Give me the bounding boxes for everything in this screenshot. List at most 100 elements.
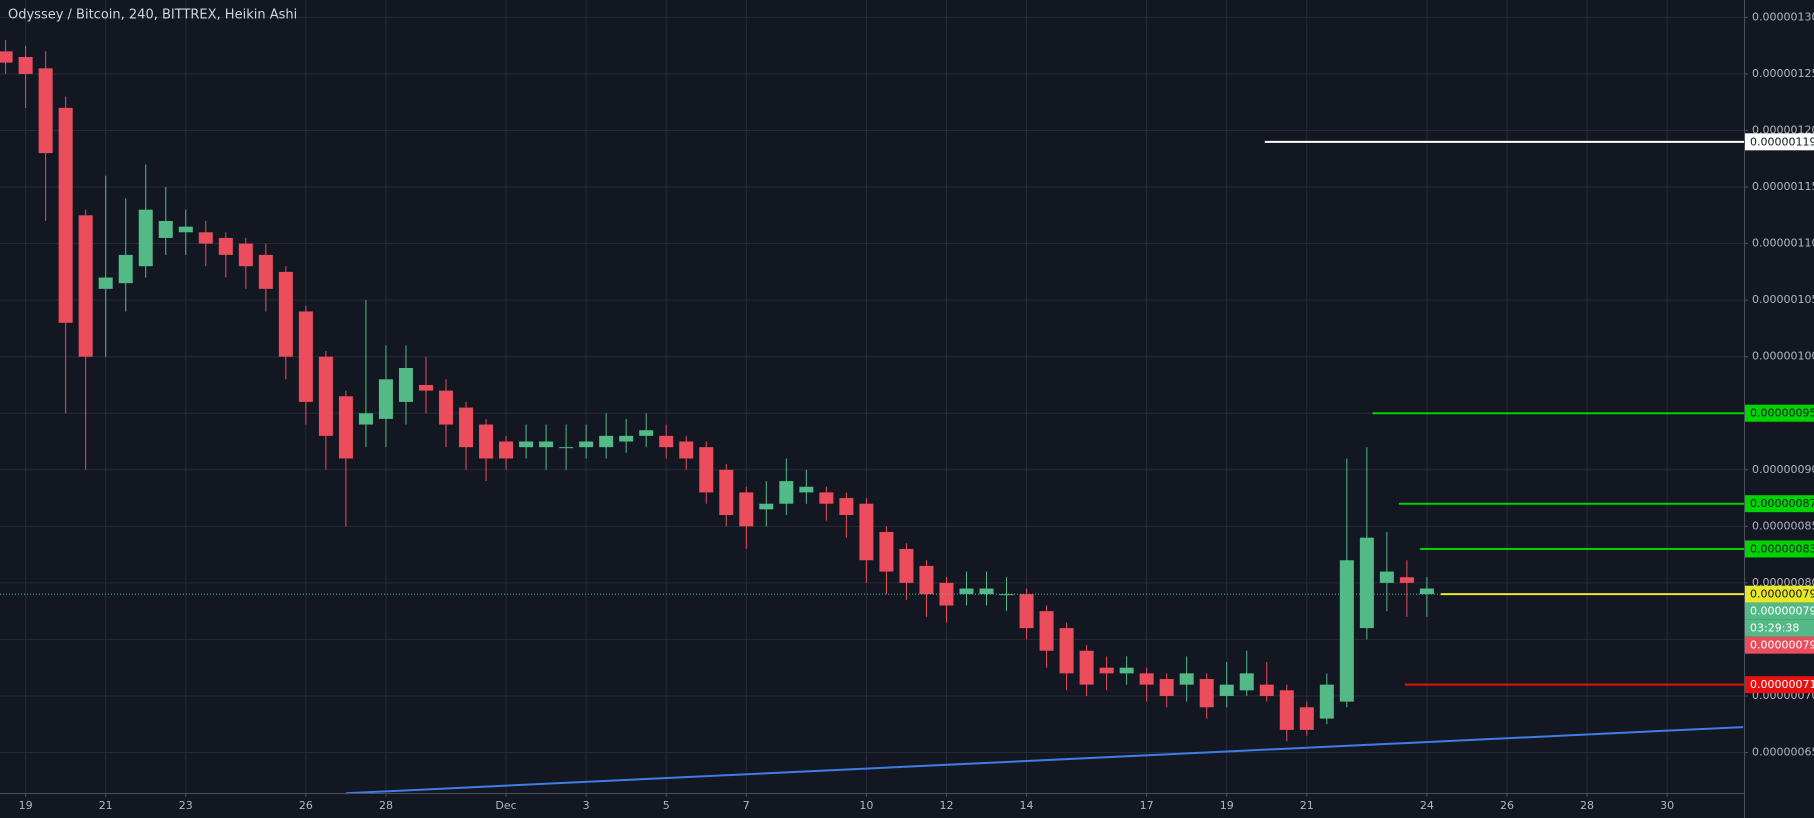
candle-body [1199, 679, 1214, 708]
candle-body [1399, 577, 1414, 583]
candle-body [639, 430, 654, 436]
candle-body [1139, 673, 1154, 685]
candle-body [378, 379, 393, 419]
level-tag-bg [1745, 495, 1814, 513]
candle-body [819, 492, 834, 504]
y-tick-label: 0.00000065 [1752, 746, 1814, 759]
candle-body [1119, 667, 1134, 674]
price-tag-bg [1745, 602, 1814, 620]
x-tick-label: Dec [495, 799, 516, 812]
level-tag: 0.00000079 [1750, 588, 1814, 601]
candle-body [579, 441, 594, 448]
candle-body [599, 435, 614, 448]
candle-body [759, 503, 774, 510]
level-tag-bg [1745, 676, 1814, 694]
x-tick-label: 10 [859, 799, 873, 812]
price-tag: 0.00000079 [1750, 639, 1814, 652]
x-tick-label: 19 [19, 799, 33, 812]
x-tick-label: 21 [99, 799, 113, 812]
candle-body [899, 548, 914, 583]
x-tick-label: 5 [663, 799, 670, 812]
candle-body [78, 215, 93, 357]
level-tag: 0.00000087 [1750, 497, 1814, 510]
level-tag: 0.00000083 [1750, 542, 1814, 555]
candle-body [1259, 684, 1274, 696]
level-tag-bg [1745, 540, 1814, 558]
x-tick-label: 23 [179, 799, 193, 812]
level-tag-bg [1745, 585, 1814, 603]
candle-body [859, 503, 874, 561]
x-tick-label: 19 [1220, 799, 1234, 812]
price-tag-bg [1745, 636, 1814, 654]
plot [0, 40, 1744, 795]
candle-body [218, 237, 233, 255]
candle-body [258, 254, 273, 289]
candle-body [879, 531, 894, 572]
candle-body [1079, 650, 1094, 685]
candle-body [1279, 690, 1294, 730]
candle-body [479, 424, 494, 459]
x-tick-label: 17 [1140, 799, 1154, 812]
x-tick-label: 28 [1580, 799, 1594, 812]
candle-body [58, 107, 73, 323]
trendline [345, 726, 1744, 795]
level-tag: 0.00000095 [1750, 407, 1814, 420]
candle-body [1159, 679, 1174, 696]
x-tick-label: 14 [1020, 799, 1034, 812]
y-tick-label: 0.00000110 [1752, 237, 1814, 250]
candle-body [358, 413, 373, 425]
y-tick-label: 0.00000100 [1752, 350, 1814, 363]
x-tick-label: 12 [939, 799, 953, 812]
level-tag-bg [1745, 404, 1814, 422]
candle-body [1219, 684, 1234, 696]
candle-body [739, 492, 754, 527]
y-tick-label: 0.00000085 [1752, 519, 1814, 532]
price-tag: 0.00000079 [1750, 605, 1814, 618]
candle-body [999, 594, 1014, 596]
candle-body [158, 220, 173, 238]
x-tick-label: 3 [583, 799, 590, 812]
candle-body [418, 384, 433, 391]
y-tick-label: 0.00000105 [1752, 293, 1814, 306]
y-tick-label: 0.00000115 [1752, 180, 1814, 193]
x-tick-label: 7 [743, 799, 750, 812]
candle-body [238, 243, 253, 267]
candle-body [539, 441, 554, 448]
level-tag: 0.00000071 [1750, 678, 1814, 691]
candle-body [1239, 673, 1254, 691]
y-tick-label: 0.00000120 [1752, 124, 1814, 137]
candle-body [298, 311, 313, 402]
candle-body [1179, 673, 1194, 685]
candle-body [699, 447, 714, 493]
y-tick-label: 0.00000130 [1752, 10, 1814, 23]
x-tick-label: 26 [1500, 799, 1514, 812]
candle-body [979, 588, 994, 595]
candle-body [719, 469, 734, 516]
x-tick-label: 21 [1300, 799, 1314, 812]
candle-body [559, 447, 574, 449]
candle-body [198, 232, 213, 244]
candle-body [839, 498, 854, 516]
candle-body [38, 68, 53, 154]
candle-body [439, 390, 454, 425]
candle-body [779, 481, 794, 504]
candle-body [138, 209, 153, 267]
candle-body [98, 277, 113, 289]
candle-body [619, 435, 634, 442]
candle-body [1359, 537, 1374, 629]
candle-body [499, 441, 514, 459]
candle-body [118, 254, 133, 284]
candle-body [1299, 707, 1314, 730]
candle-body [679, 441, 694, 459]
candle-body [959, 588, 974, 595]
candle-body [1059, 628, 1074, 674]
x-tick-label: 24 [1420, 799, 1434, 812]
candle-body [1339, 560, 1354, 702]
x-tick-label: 30 [1660, 799, 1674, 812]
candle-body [919, 565, 934, 595]
price-tag-bg [1745, 619, 1814, 637]
y-tick-label: 0.00000090 [1752, 463, 1814, 476]
